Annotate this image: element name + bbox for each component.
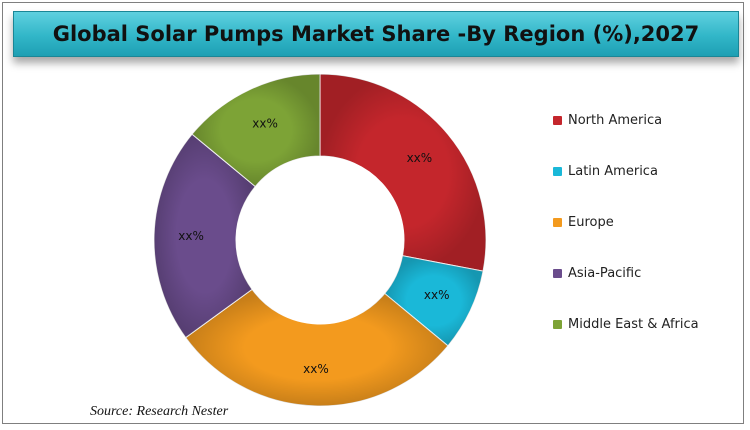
title-banner: Global Solar Pumps Market Share -By Regi… <box>13 11 739 57</box>
legend-swatch <box>553 319 562 329</box>
legend-swatch <box>553 166 562 176</box>
legend-label: North America <box>568 112 663 128</box>
legend-item-europe[interactable]: Europe <box>553 212 743 232</box>
data-label-middle-east-africa: xx% <box>252 116 278 130</box>
chart-title: Global Solar Pumps Market Share -By Regi… <box>52 22 700 46</box>
legend-swatch <box>553 115 562 125</box>
legend-swatch <box>553 268 562 278</box>
data-label-latin-america: xx% <box>424 288 450 302</box>
legend-item-middle-east-africa[interactable]: Middle East & Africa <box>553 314 743 334</box>
data-label-europe: xx% <box>303 362 329 376</box>
legend-label: Latin America <box>568 163 658 179</box>
legend-label: Europe <box>568 214 614 230</box>
legend: North America Latin America Europe Asia-… <box>553 110 743 365</box>
legend-item-north-america[interactable]: North America <box>553 110 743 130</box>
legend-label: Asia-Pacific <box>568 265 642 281</box>
legend-swatch <box>553 217 562 227</box>
legend-item-asia-pacific[interactable]: Asia-Pacific <box>553 263 743 283</box>
data-label-asia-pacific: xx% <box>178 229 204 243</box>
slice-north-america[interactable] <box>319 73 487 272</box>
data-label-north-america: xx% <box>407 151 433 165</box>
legend-label: Middle East & Africa <box>568 316 699 332</box>
legend-item-latin-america[interactable]: Latin America <box>553 161 743 181</box>
source-note: Source: Research Nester <box>90 404 229 419</box>
